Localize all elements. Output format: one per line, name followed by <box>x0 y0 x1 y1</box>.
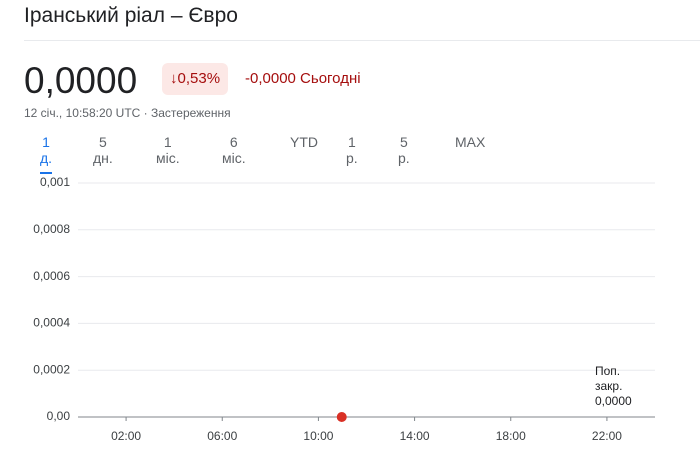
y-tick-label: 0,0006 <box>33 269 70 283</box>
tab[interactable]: 5 р. <box>398 134 410 166</box>
tab[interactable]: 5 дн. <box>93 134 113 166</box>
tab[interactable]: 1 міс. <box>156 134 180 166</box>
down-arrow: ↓ <box>170 70 178 87</box>
period-label: Сьогодні <box>300 70 361 87</box>
tab[interactable]: MAX <box>455 134 486 150</box>
timestamp: 12 січ., 10:58:20 UTC <box>24 106 141 120</box>
disclaimer[interactable]: Застереження <box>150 106 231 120</box>
change-badge: ↓0,53% <box>162 63 229 95</box>
change-abs: -0,0000 <box>245 70 296 87</box>
tab[interactable]: 6 міс. <box>222 134 246 166</box>
annotation-label: Поп. закр. <box>595 364 623 393</box>
tab[interactable]: YTD <box>290 134 318 150</box>
change-percent: 0,53% <box>177 70 221 87</box>
x-tick-label: 22:00 <box>592 429 622 443</box>
y-tick-label: 0,0002 <box>33 362 70 376</box>
change: -0,0000 Сьогодні <box>245 63 361 95</box>
y-tick-label: 0,001 <box>40 175 70 189</box>
tab[interactable]: 1 д. <box>40 132 52 174</box>
x-tick-label: 02:00 <box>111 429 141 443</box>
tab[interactable]: 1 р. <box>346 134 358 166</box>
timestamp-line: 12 січ., 10:58:20 UTC · Застереження <box>24 106 231 120</box>
y-tick-label: 0,00 <box>47 409 71 423</box>
x-tick-label: 18:00 <box>496 429 526 443</box>
annotation: Поп. закр. 0,0000 <box>595 364 639 409</box>
y-tick-label: 0,0008 <box>33 222 70 236</box>
price: 0,0000 <box>24 60 138 101</box>
x-tick-label: 06:00 <box>207 429 237 443</box>
x-tick-label: 10:00 <box>303 429 333 443</box>
annotation-value: 0,0000 <box>595 394 632 408</box>
x-tick-label: 14:00 <box>400 429 430 443</box>
title: Іранський ріал – Євро <box>24 4 238 27</box>
current-point <box>336 412 347 422</box>
y-tick-label: 0,0004 <box>33 316 70 330</box>
divider <box>24 40 700 41</box>
